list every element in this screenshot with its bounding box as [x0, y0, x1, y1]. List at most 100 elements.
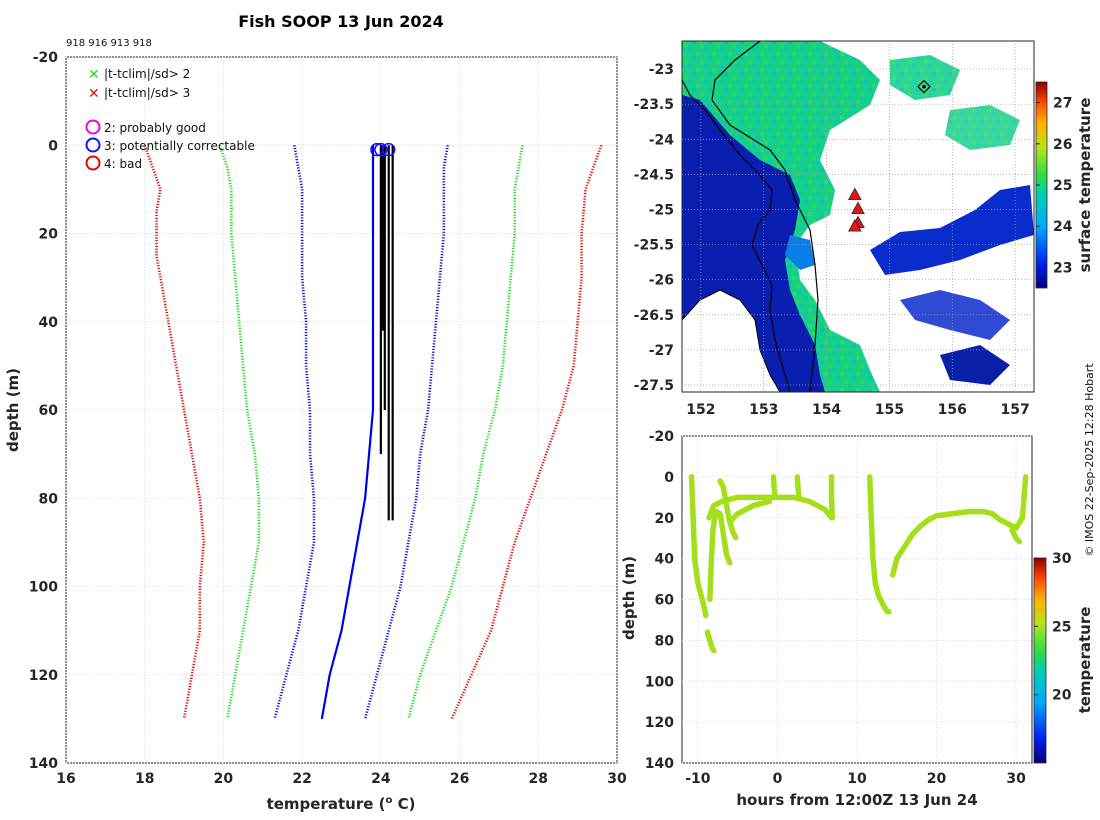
temperature-colorbar-tick: 20 — [1052, 688, 1072, 704]
map-y-tick: -26.5 — [634, 308, 674, 324]
depth-time-y-tick: 0 — [664, 470, 674, 486]
figure-title: Fish SOOP 13 Jun 2024 — [238, 12, 444, 31]
sst-cool-inlet — [785, 235, 815, 270]
temperature-colorbar-label: temperature — [1076, 607, 1094, 714]
qc-flag-marker — [374, 142, 388, 157]
temperature-colorbar-tick: 30 — [1052, 551, 1072, 567]
profile-lines — [143, 142, 603, 720]
depth-time-trace — [794, 474, 802, 501]
profile-x-tick: 30 — [607, 771, 627, 787]
isobath-line — [711, 41, 819, 392]
map-x-tick: 156 — [938, 402, 967, 418]
map-x-tick: 153 — [749, 402, 778, 418]
map-x-tick: 154 — [812, 402, 841, 418]
diamond-marker — [917, 79, 931, 94]
depth-time-x-tick: 30 — [1006, 771, 1026, 787]
depth-time-trace — [688, 474, 709, 619]
diamond-marker-center — [922, 84, 926, 89]
legend-qc-correctable: 3: potentially correctable — [104, 139, 255, 153]
depth-time-trace — [726, 498, 773, 525]
legend-2sd: |t-tclim|/sd> 2 — [104, 67, 190, 81]
profile-y-tick: 80 — [39, 491, 59, 507]
depth-time-y-tick: 20 — [655, 511, 675, 527]
map-x-tick: 152 — [686, 402, 715, 418]
depth-time-x-tick: 0 — [773, 771, 783, 787]
qc-bad-marker — [85, 155, 101, 171]
map-stations — [848, 79, 931, 232]
depth-time-ticks: -10 0 10 20 30 -20 0 20 40 60 80 100 120 140 — [645, 429, 1026, 787]
map-y-tick: -24.5 — [634, 167, 674, 183]
coastline — [682, 79, 791, 392]
depth-time-y-tick: -20 — [649, 429, 675, 445]
depth-time-panel: -10 0 10 20 30 -20 0 20 40 60 80 100 120 140 hours fr… — [620, 429, 1094, 809]
map-axes-box — [681, 40, 1035, 393]
map-y-tick: -23.5 — [634, 97, 674, 113]
depth-time-y-tick: 40 — [655, 552, 675, 568]
profile-series-line — [273, 145, 316, 720]
depth-time-traces — [688, 474, 1029, 654]
map-x-tick: 155 — [875, 402, 904, 418]
depth-time-x-tick: -10 — [685, 771, 711, 787]
depth-time-trace — [704, 629, 717, 654]
map-y-tick: -25.5 — [634, 238, 674, 254]
station-triangle-marker — [848, 187, 862, 200]
profile-legend: ✕ |t-tclim|/sd> 2 ✕ |t-tclim|/sd> 3 2: p… — [85, 67, 255, 171]
profile-y-tick: 140 — [29, 756, 58, 772]
depth-time-grid — [682, 435, 1032, 764]
profile-y-tick: 60 — [39, 403, 59, 419]
sst-colorbar-label: surface temperature — [1076, 98, 1094, 273]
red-x-marker: ✕ — [88, 86, 100, 102]
profile-series-line — [363, 145, 450, 720]
map-y-tick: -27 — [649, 343, 674, 359]
profile-series-line — [218, 144, 261, 720]
depth-time-y-tick: 140 — [645, 756, 674, 772]
depth-time-y-label: depth (m) — [620, 556, 638, 640]
qc-good-marker — [85, 119, 101, 135]
profile-y-tick: 120 — [29, 668, 58, 684]
map-y-tick: -25 — [649, 202, 674, 218]
sst-patch-offshore-east — [945, 105, 1020, 150]
sst-colorbar-tick: 24 — [1053, 219, 1073, 235]
depth-time-y-tick: 120 — [645, 715, 674, 731]
map-x-tick: 157 — [1001, 402, 1030, 418]
sst-cold-patch-southeast — [940, 345, 1010, 385]
legend-3sd: |t-tclim|/sd> 3 — [104, 86, 190, 100]
map-ticks: 152 153 154 155 156 157 -23 -23.5 -24 -24.5 -25 -25… — [634, 62, 1030, 418]
map-y-tick: -27.5 — [634, 378, 674, 394]
temperature-profile-panel: 16 18 20 22 24 26 28 30 -20 0 20 40 60 80 100 120 140 te… — [4, 50, 627, 813]
profile-x-label: temperature (o C) — [267, 795, 416, 813]
profile-y-tick: 100 — [29, 580, 58, 596]
profile-series-line — [407, 145, 524, 720]
profile-y-tick: -20 — [33, 50, 59, 66]
temperature-colorbar-ticks: 20 25 30 — [1034, 551, 1072, 704]
depth-time-x-tick: 10 — [847, 771, 867, 787]
temperature-colorbar — [1033, 557, 1047, 764]
profile-grid — [65, 56, 618, 764]
depth-time-trace — [717, 478, 739, 541]
profile-series-line — [143, 144, 206, 720]
depth-time-x-tick: 20 — [927, 771, 947, 787]
profile-x-tick: 28 — [529, 771, 548, 787]
map-y-tick: -23 — [649, 62, 674, 78]
profile-x-tick: 18 — [135, 771, 154, 787]
depth-time-y-tick: 80 — [655, 633, 675, 649]
profile-x-tick: 20 — [214, 771, 234, 787]
sst-colorbar-ticks: 23 24 25 26 27 — [1036, 96, 1073, 276]
depth-time-x-label: hours from 12:00Z 13 Jun 24 — [736, 791, 977, 809]
depth-time-trace — [707, 508, 733, 603]
map-y-tick: -24 — [649, 132, 675, 148]
legend-qc-bad: 4: bad — [104, 157, 142, 171]
temperature-colorbar-tick: 25 — [1052, 619, 1071, 635]
station-triangle-marker — [851, 201, 865, 214]
sst-colorbar-tick: 23 — [1053, 260, 1072, 276]
profile-x-tick: 16 — [56, 771, 75, 787]
sst-map-image — [682, 41, 1034, 392]
depth-time-trace — [890, 474, 1029, 578]
green-x-marker: ✕ — [88, 67, 100, 83]
cruise-ids: 918 916 913 918 — [66, 38, 152, 49]
profile-y-tick: 40 — [39, 315, 59, 331]
land-mass — [682, 289, 781, 392]
qc-correctable-marker — [85, 137, 101, 153]
profile-x-tick: 26 — [450, 771, 469, 787]
